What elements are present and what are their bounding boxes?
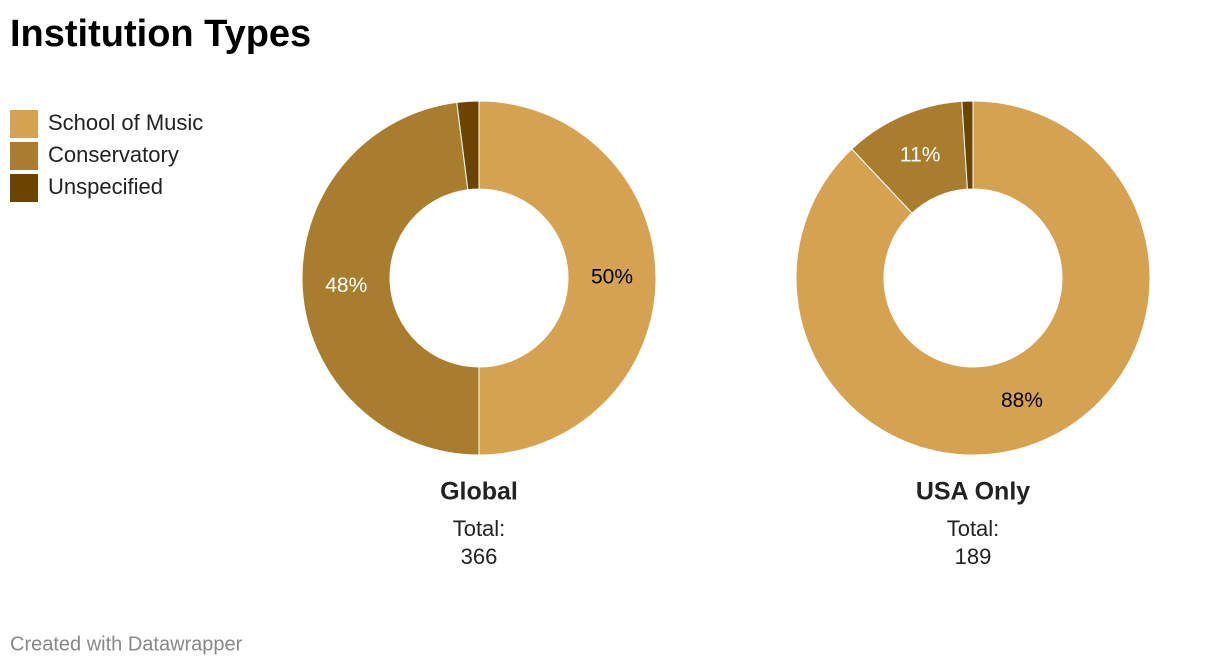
donut-segment (961, 100, 974, 190)
total-label: Total: (453, 516, 506, 541)
total-label: Total: (947, 516, 1000, 541)
value-label: 48% (325, 274, 367, 297)
donut-segment (795, 100, 1151, 456)
total-value: 189 (955, 544, 992, 569)
total-value: 366 (461, 544, 498, 569)
donut-segment (456, 100, 480, 191)
legend-swatch (10, 174, 38, 202)
legend-label: Conservatory (48, 142, 179, 167)
donut-segment (478, 100, 657, 456)
legend-swatch (10, 142, 38, 170)
donut-segment (301, 101, 480, 456)
value-label: 88% (1001, 389, 1043, 412)
credit: Created with Datawrapper (10, 633, 243, 655)
legend-label: School of Music (48, 110, 203, 135)
chart-title: USA Only (916, 478, 1030, 506)
chart-title: Global (440, 478, 518, 506)
legend-label: Unspecified (48, 174, 163, 199)
legend-swatch (10, 110, 38, 138)
value-label: 11% (900, 143, 940, 166)
value-label: 50% (591, 266, 633, 289)
page-title: Institution Types (10, 13, 311, 55)
